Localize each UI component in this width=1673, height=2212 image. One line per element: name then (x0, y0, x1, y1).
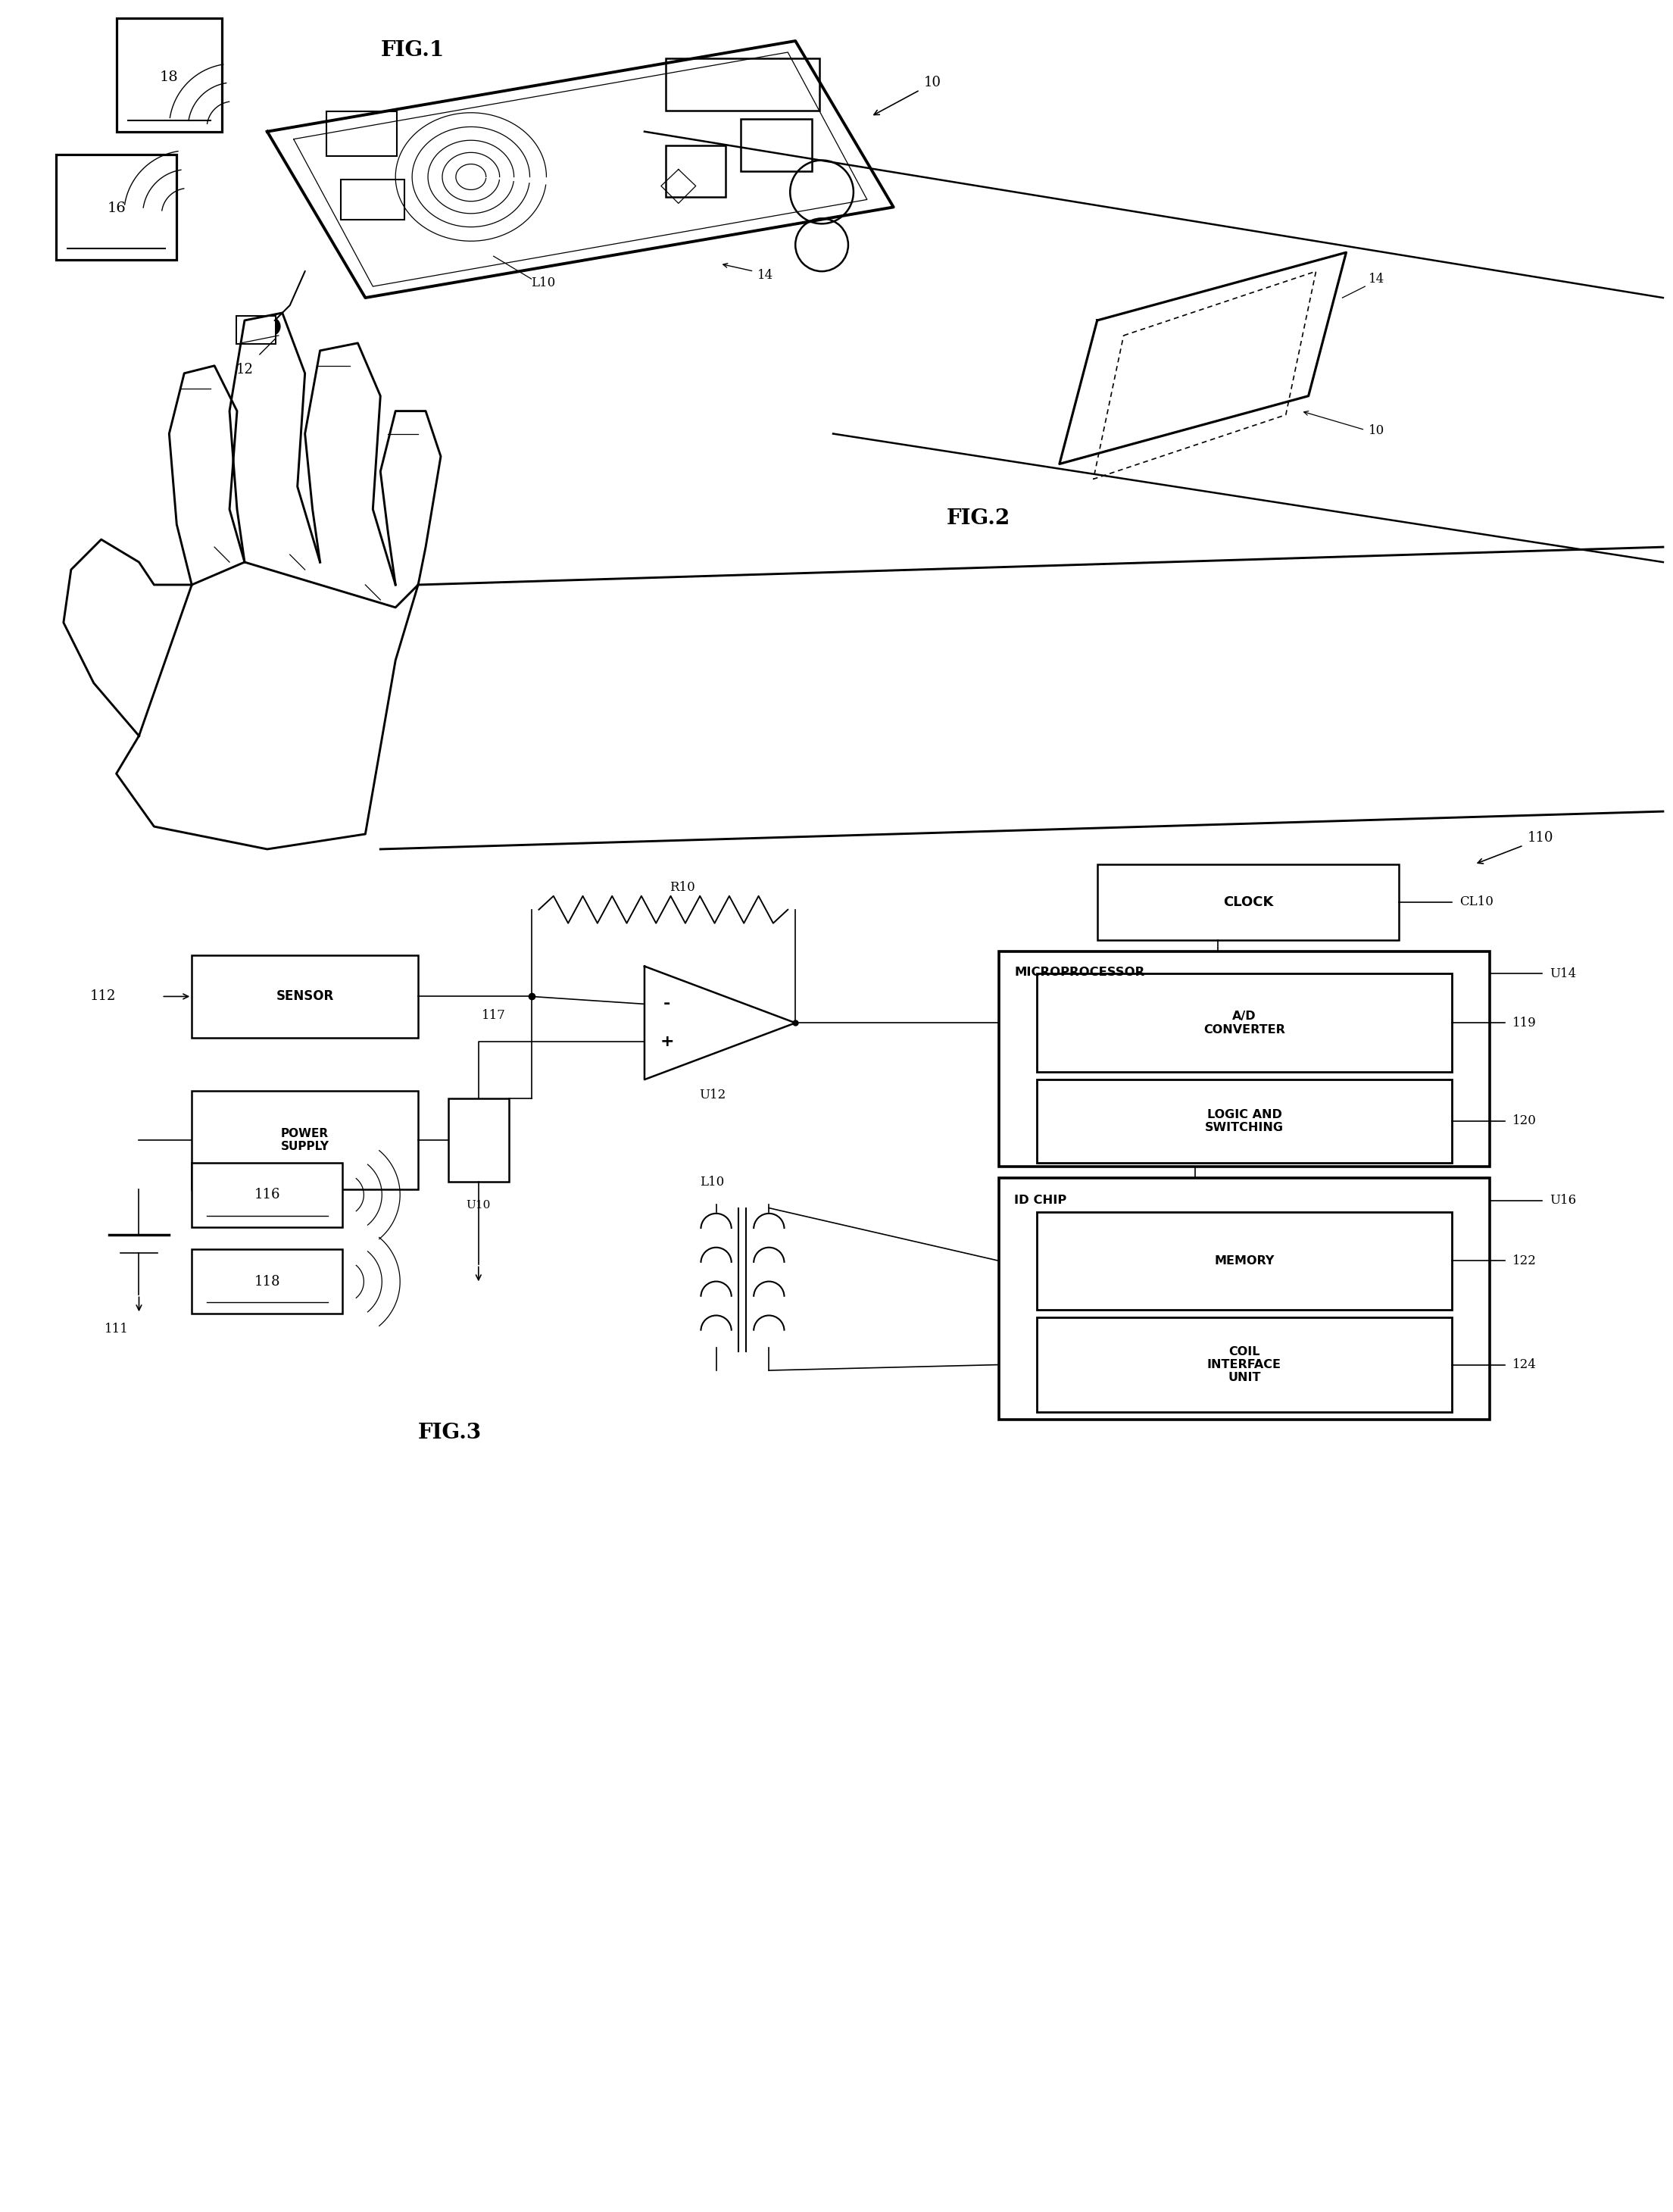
Text: 16: 16 (107, 201, 125, 215)
Circle shape (263, 316, 279, 336)
FancyBboxPatch shape (448, 1099, 509, 1181)
FancyBboxPatch shape (326, 111, 397, 155)
FancyBboxPatch shape (741, 119, 811, 170)
Text: ID CHIP: ID CHIP (1014, 1194, 1067, 1206)
FancyBboxPatch shape (192, 1164, 343, 1228)
FancyBboxPatch shape (192, 956, 418, 1037)
FancyBboxPatch shape (192, 1250, 343, 1314)
Text: 111: 111 (104, 1323, 129, 1336)
Text: 10: 10 (1369, 425, 1385, 436)
Text: U10: U10 (467, 1199, 490, 1210)
Text: 18: 18 (161, 71, 179, 84)
FancyBboxPatch shape (1097, 865, 1399, 940)
Text: -: - (664, 995, 671, 1011)
Text: U14: U14 (1549, 967, 1576, 980)
Text: 119: 119 (1512, 1018, 1536, 1029)
Text: L10: L10 (701, 1175, 724, 1188)
FancyBboxPatch shape (1037, 1079, 1452, 1164)
Text: 14: 14 (1369, 272, 1385, 285)
Text: MEMORY: MEMORY (1215, 1254, 1275, 1267)
FancyBboxPatch shape (1037, 1212, 1452, 1310)
Text: 112: 112 (90, 989, 117, 1004)
Text: 12: 12 (236, 363, 253, 376)
FancyBboxPatch shape (1037, 973, 1452, 1073)
Text: SENSOR: SENSOR (276, 989, 335, 1004)
Text: R10: R10 (669, 880, 694, 894)
Text: 122: 122 (1512, 1254, 1536, 1267)
Text: 110: 110 (1527, 832, 1553, 845)
FancyBboxPatch shape (341, 179, 405, 219)
Text: LOGIC AND
SWITCHING: LOGIC AND SWITCHING (1205, 1108, 1283, 1133)
FancyBboxPatch shape (236, 316, 276, 343)
Text: FIG.2: FIG.2 (947, 509, 1010, 529)
FancyBboxPatch shape (55, 155, 177, 261)
Text: U16: U16 (1549, 1194, 1576, 1208)
FancyBboxPatch shape (999, 951, 1489, 1166)
Text: 14: 14 (758, 270, 773, 281)
Text: 117: 117 (482, 1009, 505, 1022)
Text: CL10: CL10 (1459, 896, 1494, 909)
Text: L10: L10 (532, 276, 555, 290)
FancyBboxPatch shape (666, 58, 820, 111)
Text: 118: 118 (254, 1274, 281, 1287)
Text: U12: U12 (699, 1088, 726, 1102)
Text: +: + (661, 1035, 674, 1048)
FancyBboxPatch shape (666, 146, 724, 197)
Text: FIG.1: FIG.1 (380, 40, 445, 60)
Text: CLOCK: CLOCK (1223, 896, 1273, 909)
Text: FIG.3: FIG.3 (418, 1422, 482, 1442)
Text: 116: 116 (254, 1188, 281, 1201)
FancyBboxPatch shape (192, 1091, 418, 1190)
Text: MICROPROCESSOR: MICROPROCESSOR (1014, 967, 1144, 978)
FancyBboxPatch shape (117, 18, 223, 131)
Text: A/D
CONVERTER: A/D CONVERTER (1203, 1011, 1285, 1035)
Text: 10: 10 (923, 75, 942, 88)
Text: 120: 120 (1512, 1115, 1536, 1128)
Text: POWER
SUPPLY: POWER SUPPLY (281, 1128, 330, 1152)
Text: COIL
INTERFACE
UNIT: COIL INTERFACE UNIT (1208, 1345, 1282, 1382)
FancyBboxPatch shape (999, 1177, 1489, 1420)
Text: 124: 124 (1512, 1358, 1536, 1371)
FancyBboxPatch shape (1037, 1318, 1452, 1411)
